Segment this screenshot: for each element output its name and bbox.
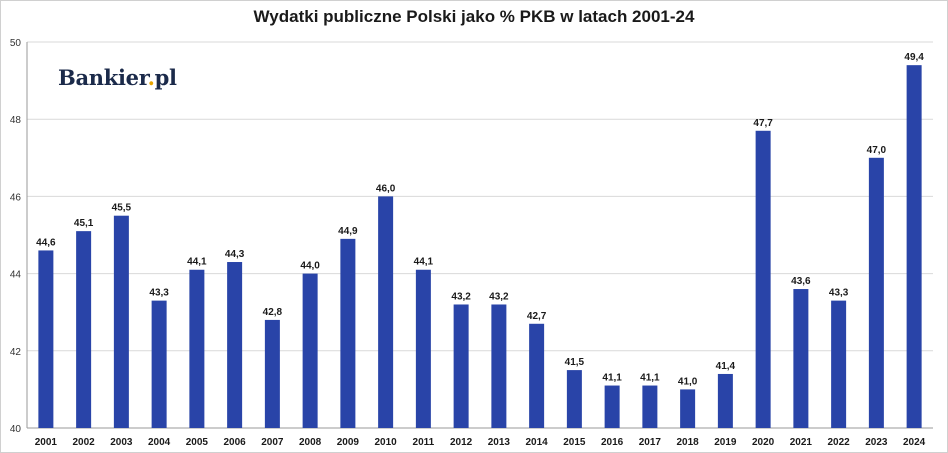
bar-2022 bbox=[831, 300, 847, 428]
y-tick-label: 40 bbox=[10, 424, 22, 435]
bar-2021 bbox=[793, 289, 809, 428]
brand-name: Bankier bbox=[58, 65, 148, 90]
bar-2009 bbox=[340, 238, 356, 428]
x-tick-label-2019: 2019 bbox=[714, 437, 737, 448]
data-label-2004: 43,3 bbox=[149, 288, 169, 299]
data-label-2007: 42,8 bbox=[263, 307, 283, 318]
data-label-2003: 45,5 bbox=[112, 203, 132, 214]
data-label-2002: 45,1 bbox=[74, 218, 94, 229]
labels: 40 42 44 46 48 50 44,6 2001 45,1 2002 45,5 2003 43,3… bbox=[10, 38, 926, 448]
data-label-2013: 43,2 bbox=[489, 291, 509, 302]
bar-2019 bbox=[717, 373, 733, 428]
y-tick-label: 46 bbox=[10, 192, 22, 203]
bar-2013 bbox=[491, 304, 507, 428]
y-tick-label: 50 bbox=[10, 38, 22, 49]
bar-2011 bbox=[415, 269, 431, 428]
bar-2010 bbox=[378, 196, 394, 428]
x-tick-label-2002: 2002 bbox=[73, 437, 96, 448]
data-label-2021: 43,6 bbox=[791, 276, 811, 287]
bar-2017 bbox=[642, 385, 658, 428]
data-label-2018: 41,0 bbox=[678, 376, 698, 387]
bar-2003 bbox=[113, 215, 129, 428]
x-tick-label-2021: 2021 bbox=[790, 437, 813, 448]
bar-2020 bbox=[755, 130, 771, 428]
data-label-2008: 44,0 bbox=[300, 261, 320, 272]
x-tick-label-2016: 2016 bbox=[601, 437, 624, 448]
data-label-2016: 41,1 bbox=[602, 373, 622, 384]
data-label-2017: 41,1 bbox=[640, 373, 660, 384]
x-tick-label-2006: 2006 bbox=[224, 437, 247, 448]
x-tick-label-2020: 2020 bbox=[752, 437, 775, 448]
x-tick-label-2004: 2004 bbox=[148, 437, 171, 448]
data-label-2005: 44,1 bbox=[187, 257, 207, 268]
x-tick-label-2017: 2017 bbox=[639, 437, 662, 448]
bar-2018 bbox=[680, 389, 696, 428]
data-label-2024: 49,4 bbox=[904, 52, 924, 63]
x-tick-label-2018: 2018 bbox=[677, 437, 700, 448]
data-label-2019: 41,4 bbox=[716, 361, 736, 372]
data-label-2023: 47,0 bbox=[867, 145, 887, 156]
brand-dot: . bbox=[147, 65, 155, 90]
y-tick-label: 42 bbox=[10, 347, 22, 358]
bar-2005 bbox=[189, 269, 205, 428]
x-tick-label-2009: 2009 bbox=[337, 437, 360, 448]
bar-2008 bbox=[302, 273, 318, 428]
data-label-2006: 44,3 bbox=[225, 249, 245, 260]
x-tick-label-2003: 2003 bbox=[110, 437, 133, 448]
brand-suffix: pl bbox=[154, 65, 177, 90]
grid-lines bbox=[26, 41, 933, 429]
x-tick-label-2024: 2024 bbox=[903, 437, 926, 448]
bar-2015 bbox=[566, 370, 582, 428]
x-tick-label-2011: 2011 bbox=[413, 437, 435, 448]
bar-2012 bbox=[453, 304, 469, 428]
data-label-2001: 44,6 bbox=[36, 237, 56, 248]
x-tick-label-2005: 2005 bbox=[186, 437, 209, 448]
bar-2006 bbox=[227, 262, 243, 428]
bar-2004 bbox=[151, 300, 167, 428]
y-tick-label: 44 bbox=[10, 270, 22, 281]
bars bbox=[38, 65, 922, 429]
bar-2014 bbox=[529, 323, 545, 428]
x-tick-label-2022: 2022 bbox=[828, 437, 851, 448]
data-label-2011: 44,1 bbox=[414, 257, 434, 268]
bar-2001 bbox=[38, 250, 54, 428]
x-tick-label-2014: 2014 bbox=[526, 437, 549, 448]
bankier-logo: Bankier.pl bbox=[58, 65, 177, 90]
chart-title: Wydatki publiczne Polski jako % PKB w la… bbox=[253, 7, 695, 26]
data-label-2012: 43,2 bbox=[451, 291, 471, 302]
y-tick-label: 48 bbox=[10, 115, 22, 126]
data-label-2014: 42,7 bbox=[527, 311, 547, 322]
x-tick-label-2008: 2008 bbox=[299, 437, 322, 448]
x-tick-label-2013: 2013 bbox=[488, 437, 511, 448]
bar-2016 bbox=[604, 385, 620, 428]
x-tick-label-2015: 2015 bbox=[563, 437, 586, 448]
x-tick-label-2007: 2007 bbox=[261, 437, 284, 448]
x-tick-label-2010: 2010 bbox=[375, 437, 398, 448]
bar-2023 bbox=[868, 157, 884, 429]
data-label-2022: 43,3 bbox=[829, 288, 849, 299]
data-label-2009: 44,9 bbox=[338, 226, 358, 237]
bar-2002 bbox=[76, 231, 92, 428]
x-tick-label-2001: 2001 bbox=[35, 437, 58, 448]
data-label-2020: 47,7 bbox=[753, 118, 773, 129]
data-label-2015: 41,5 bbox=[565, 357, 585, 368]
x-tick-label-2023: 2023 bbox=[865, 437, 888, 448]
data-label-2010: 46,0 bbox=[376, 183, 396, 194]
bar-2024 bbox=[906, 65, 922, 428]
bar-2007 bbox=[264, 319, 280, 428]
x-tick-label-2012: 2012 bbox=[450, 437, 473, 448]
